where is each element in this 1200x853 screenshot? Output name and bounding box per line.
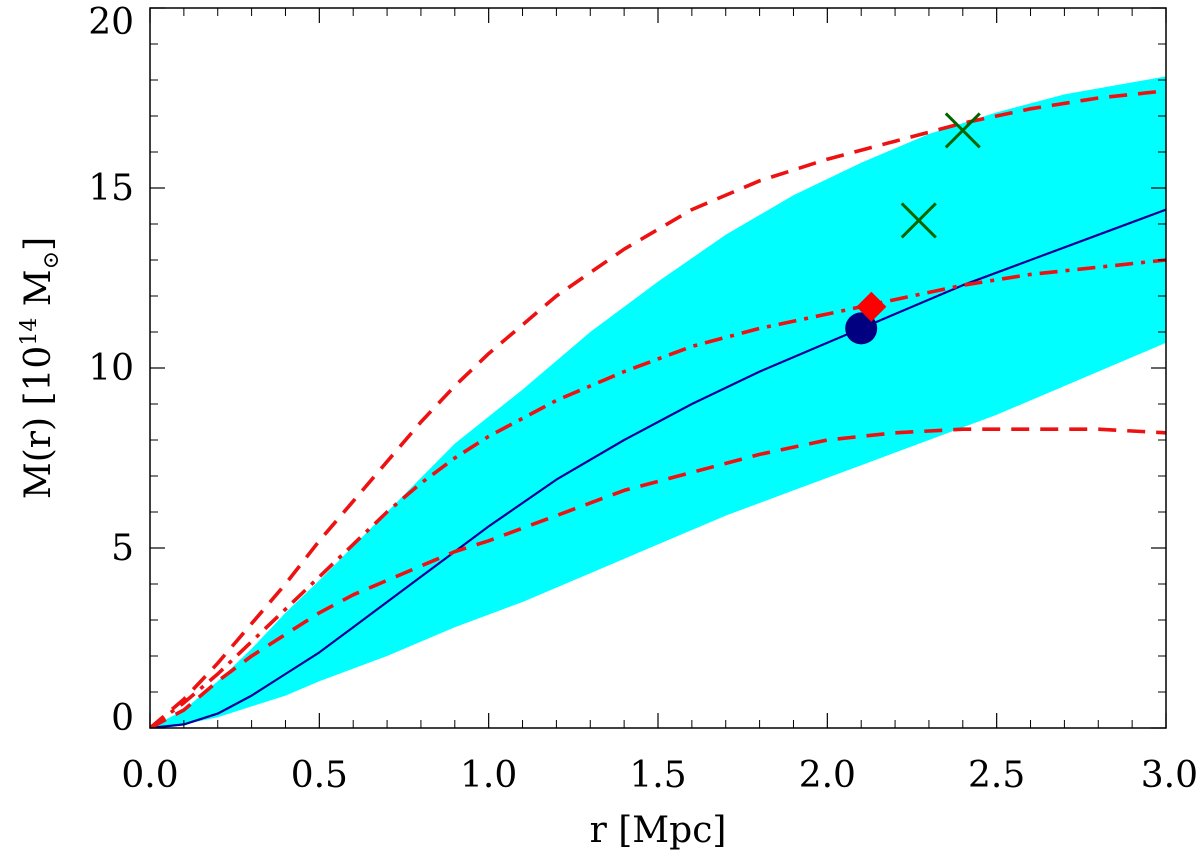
series-line-4 <box>150 258 1166 728</box>
x-tick-label: 0.5 <box>291 755 348 796</box>
series-line-3 <box>150 427 1166 728</box>
marker-x-3 <box>900 202 937 239</box>
marker-x-4 <box>944 112 981 149</box>
y-axis-title-exponent: 14 <box>17 318 42 346</box>
series-layer <box>150 89 1166 728</box>
y-axis-title-main: M(r) [10 <box>18 346 59 499</box>
marker-diamond-2 <box>856 291 887 322</box>
marker-layer <box>845 112 981 345</box>
series-line-1 <box>150 208 1166 728</box>
x-tick-label: 1.0 <box>460 755 517 796</box>
y-tick-label: 5 <box>111 528 134 569</box>
y-tick-label: 20 <box>88 2 134 43</box>
axes-layer <box>149 7 1167 729</box>
x-tick-label: 2.0 <box>799 755 856 796</box>
confidence-band-layer <box>150 76 1166 728</box>
x-tick-label: 2.5 <box>968 755 1025 796</box>
confidence-band <box>150 76 1166 728</box>
x-axis-title: r [Mpc] <box>590 810 727 851</box>
y-tick-label: 15 <box>88 168 134 209</box>
x-tick-label: 1.5 <box>629 755 686 796</box>
y-axis-title-unit: M <box>18 269 59 317</box>
x-tick-label: 3.0 <box>1141 755 1198 796</box>
tick-label-layer: 0.0 0.5 1.0 1.5 2.0 2.5 3.0 0 5 10 15 20 <box>88 2 1198 796</box>
x-tick-label: 0.0 <box>121 755 178 796</box>
y-axis-title-subscript: ⊙ <box>39 251 64 269</box>
y-tick-label: 0 <box>111 698 134 739</box>
series-line-2 <box>150 89 1166 728</box>
y-axis-title-close: ] <box>18 237 59 251</box>
marker-circle-1 <box>845 312 878 345</box>
y-tick-label: 10 <box>88 348 134 389</box>
y-axis-title: M(r) [1014 M⊙] <box>17 237 64 499</box>
